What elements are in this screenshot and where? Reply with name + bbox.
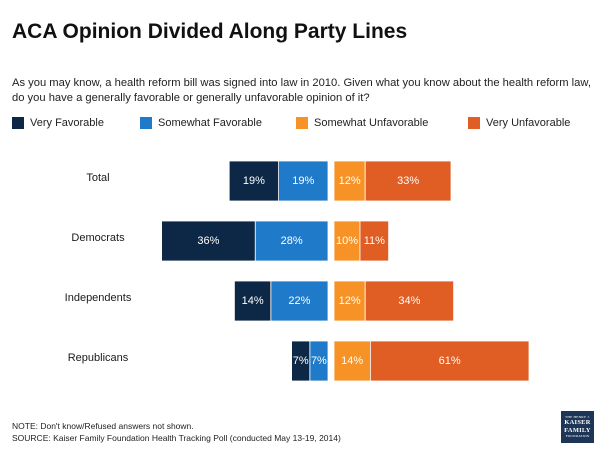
bar-somewhat-unfavorable-republicans <box>333 340 371 382</box>
data-label-somewhat-unfavorable-independents: 12% <box>339 295 361 307</box>
category-label-democrats: Democrats <box>71 232 125 244</box>
bar-very-favorable-independents <box>233 280 272 322</box>
data-label-somewhat-favorable-republicans: 7% <box>311 355 327 367</box>
bar-very-unfavorable-democrats <box>359 220 390 262</box>
data-label-somewhat-unfavorable-total: 12% <box>339 175 361 187</box>
legend-item-very-unfavorable: Very Unfavorable <box>468 116 570 130</box>
data-label-very-favorable-independents: 14% <box>242 295 264 307</box>
legend-item-somewhat-favorable: Somewhat Favorable <box>140 116 262 130</box>
data-label-very-favorable-democrats: 36% <box>197 235 219 247</box>
data-label-very-unfavorable-republicans: 61% <box>439 355 461 367</box>
bar-somewhat-unfavorable-democrats <box>333 220 361 262</box>
bar-very-favorable-republicans <box>291 340 311 382</box>
category-label-republicans: Republicans <box>68 352 129 364</box>
category-label-total: Total <box>86 172 109 184</box>
data-label-somewhat-unfavorable-democrats: 10% <box>336 235 358 247</box>
legend-item-very-favorable: Very Favorable <box>12 116 104 130</box>
chart-title: ACA Opinion Divided Along Party Lines <box>12 20 408 43</box>
category-label-independents: Independents <box>65 292 132 304</box>
data-label-somewhat-favorable-democrats: 28% <box>281 235 303 247</box>
bar-very-unfavorable-independents <box>364 280 455 322</box>
bar-very-favorable-total <box>228 160 279 202</box>
bar-very-unfavorable-republicans <box>369 340 530 382</box>
legend-swatch-somewhat-favorable <box>140 117 152 129</box>
data-label-very-unfavorable-independents: 34% <box>398 295 420 307</box>
bar-very-unfavorable-total <box>364 160 452 202</box>
survey-question: As you may know, a health reform bill wa… <box>12 77 591 104</box>
data-label-somewhat-favorable-total: 19% <box>292 175 314 187</box>
bar-somewhat-unfavorable-independents <box>333 280 366 322</box>
data-label-very-unfavorable-total: 33% <box>397 175 419 187</box>
data-label-very-unfavorable-democrats: 11% <box>364 235 385 247</box>
data-label-somewhat-favorable-independents: 22% <box>288 295 310 307</box>
kaiser-family-foundation-logo: THE HENRY J. KAISER FAMILY FOUNDATION <box>561 411 594 443</box>
legend-label: Very Favorable <box>30 117 104 129</box>
footnote-source: SOURCE: Kaiser Family Foundation Health … <box>12 433 341 443</box>
bar-very-favorable-democrats <box>161 220 256 262</box>
legend-swatch-very-favorable <box>12 117 24 129</box>
legend-item-somewhat-unfavorable: Somewhat Unfavorable <box>296 116 428 130</box>
legend-label: Somewhat Unfavorable <box>314 117 429 129</box>
legend-label: Somewhat Favorable <box>158 117 262 129</box>
legend-swatch-somewhat-unfavorable <box>296 117 308 129</box>
legend-label: Very Unfavorable <box>486 117 571 129</box>
footnote-note: NOTE: Don't know/Refused answers not sho… <box>12 421 194 431</box>
legend-swatch-very-unfavorable <box>468 117 480 129</box>
data-label-somewhat-unfavorable-republicans: 14% <box>341 355 363 367</box>
data-label-very-favorable-total: 19% <box>243 175 265 187</box>
data-label-very-favorable-republicans: 7% <box>293 355 309 367</box>
